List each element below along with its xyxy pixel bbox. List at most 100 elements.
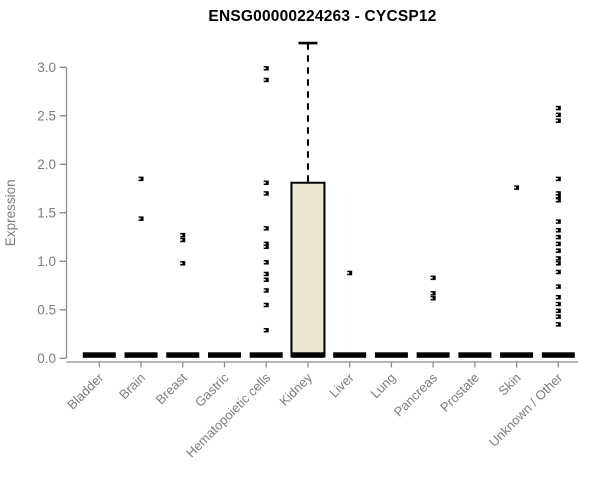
outlier-point-notch — [555, 303, 558, 305]
median-bar — [249, 352, 283, 358]
outlier-point — [263, 277, 269, 283]
outlier-point — [555, 261, 561, 266]
outlier-point — [555, 219, 561, 224]
x-tick-label-lung: Lung — [367, 370, 398, 401]
outlier-point-notch — [555, 257, 558, 260]
outlier-point-notch — [555, 114, 558, 116]
box-kidney — [290, 181, 326, 358]
outlier-point — [138, 176, 144, 182]
outlier-point — [263, 288, 269, 293]
outlier-point-notch — [263, 304, 266, 306]
x-tick-label-gastric: Gastric — [192, 370, 232, 410]
outlier-point-notch — [263, 79, 266, 81]
outlier-point — [263, 191, 269, 196]
outlier-point-notch — [555, 192, 558, 195]
outlier-point — [555, 194, 561, 199]
outlier-point — [180, 237, 186, 243]
outlier-point — [555, 308, 561, 314]
outlier-point-notch — [514, 186, 517, 189]
outlier-point-notch — [263, 245, 266, 248]
outlier-point-notch — [555, 220, 558, 223]
outlier-point — [263, 77, 269, 83]
outlier-point-notch — [555, 236, 558, 238]
outlier-point — [555, 322, 561, 327]
outlier-point — [555, 105, 561, 111]
outlier-point — [555, 191, 561, 196]
outlier-point-notch — [430, 276, 433, 279]
outlier-point-notch — [555, 249, 558, 252]
outlier-point-notch — [263, 273, 266, 275]
y-tick-label: 3.0 — [37, 60, 56, 75]
median-bar — [291, 352, 325, 358]
median-bar — [541, 352, 575, 358]
median-bar — [207, 352, 241, 358]
y-tick-label: 2.0 — [37, 157, 56, 172]
median-bar — [333, 352, 367, 358]
median-bar — [166, 352, 200, 358]
y-axis-title: Expression — [3, 179, 18, 246]
outlier-point-notch — [555, 315, 558, 318]
outlier-point-notch — [138, 217, 141, 220]
outlier-point — [555, 197, 561, 203]
outlier-point-notch — [555, 296, 558, 298]
outlier-point — [555, 118, 561, 123]
y-tick-label: 2.5 — [37, 108, 56, 123]
outlier-point — [430, 295, 436, 301]
x-tick-label-liver: Liver — [326, 370, 357, 401]
outlier-point-notch — [555, 229, 558, 232]
outlier-point — [555, 284, 561, 289]
outlier-point-notch — [555, 262, 558, 265]
outlier-point-notch — [180, 262, 183, 265]
outlier-point — [555, 294, 561, 300]
outlier-point-notch — [180, 234, 183, 236]
outlier-point — [430, 275, 436, 281]
x-tick-label-prostate: Prostate — [437, 370, 482, 415]
median-bar — [374, 352, 408, 358]
x-tick-label-pancreas: Pancreas — [391, 370, 441, 420]
median-bar — [458, 352, 492, 358]
outlier-point-notch — [180, 239, 183, 241]
median-bar — [416, 352, 450, 358]
outlier-point-notch — [263, 243, 266, 245]
outlier-point-notch — [555, 178, 558, 180]
outlier-point-notch — [430, 297, 433, 299]
median-bar — [82, 352, 116, 358]
outlier-point-notch — [555, 199, 558, 201]
outlier-point-notch — [263, 261, 266, 264]
outlier-point — [263, 180, 269, 186]
outlier-point-notch — [263, 192, 266, 195]
y-tick-label: 1.0 — [37, 254, 56, 269]
outlier-point — [263, 244, 269, 250]
outlier-point-notch — [263, 289, 266, 292]
outlier-point — [555, 248, 561, 253]
outlier-point-notch — [555, 243, 558, 245]
outlier-point — [180, 261, 186, 266]
outlier-point-notch — [555, 119, 558, 122]
outlier-point — [263, 226, 269, 231]
outlier-point-notch — [555, 107, 558, 109]
outlier-point-notch — [263, 67, 266, 70]
median-bar — [500, 352, 534, 358]
outlier-point-notch — [555, 309, 558, 312]
x-tick-label-breast: Breast — [153, 370, 190, 407]
outlier-point — [555, 241, 561, 247]
x-tick-label-bladder: Bladder — [64, 370, 107, 413]
outlier-point — [180, 232, 186, 238]
outlier-point — [514, 185, 520, 190]
outlier-point-notch — [263, 181, 266, 184]
outlier-point — [263, 327, 269, 333]
y-tick-label: 1.5 — [37, 205, 56, 220]
outlier-point — [430, 291, 436, 296]
outlier-point — [263, 241, 269, 247]
outlier-point — [555, 228, 561, 233]
chart-title: ENSG00000224263 - CYCSP12 — [208, 8, 437, 25]
outlier-point-notch — [263, 278, 266, 281]
outlier-point-notch — [263, 329, 266, 331]
outlier-point — [555, 314, 561, 319]
outlier-point — [555, 112, 561, 118]
outlier-point-notch — [263, 227, 266, 230]
outlier-point — [555, 256, 561, 261]
outlier-point — [347, 270, 353, 276]
